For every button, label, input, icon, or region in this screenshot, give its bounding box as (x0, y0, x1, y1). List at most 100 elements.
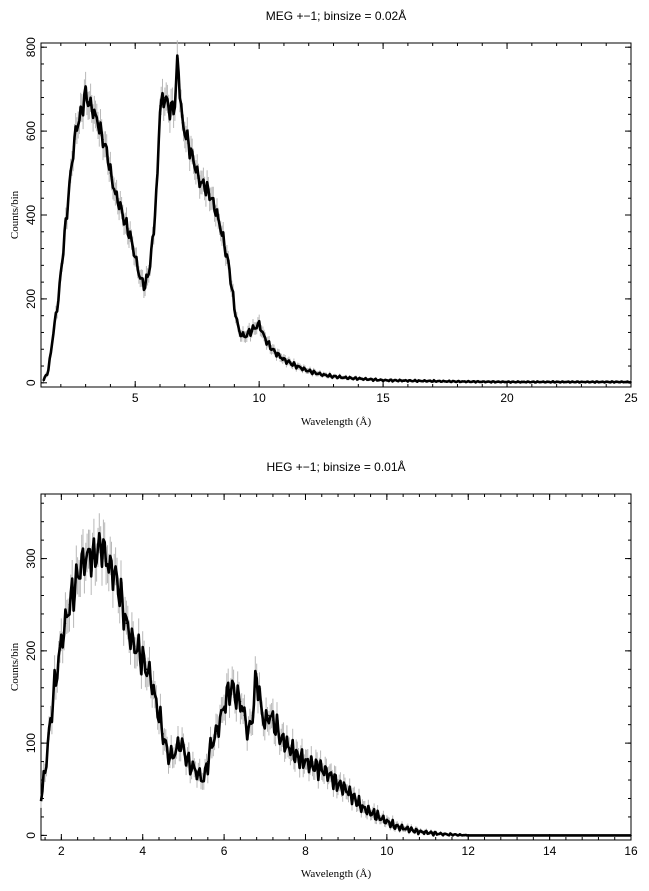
heg-data-point (133, 645, 136, 647)
heg-data-point (227, 691, 229, 694)
heg-data-point (105, 557, 107, 560)
meg-spectrum-line (42, 54, 632, 384)
heg-data-point (52, 696, 54, 698)
meg-data-point (248, 331, 250, 334)
heg-data-point (353, 797, 356, 800)
heg-data-point (219, 719, 221, 721)
meg-plot-frame (40, 42, 632, 388)
meg-data-point (92, 109, 94, 111)
meg-data-point (203, 184, 206, 187)
meg-data-point (60, 272, 62, 275)
heg-data-point (304, 760, 307, 763)
heg-data-point (150, 677, 152, 680)
heg-data-point (337, 783, 339, 786)
meg-data-point (345, 377, 347, 379)
meg-data-point (382, 379, 384, 382)
heg-data-point (198, 774, 201, 777)
heg-data-point (239, 700, 242, 703)
meg-data-point (258, 323, 261, 325)
heg-chart-title: HEG +−1; binsize = 0.01Å (266, 459, 405, 474)
heg-x-tick-label: 4 (139, 844, 146, 858)
meg-data-point (79, 113, 82, 116)
heg-data-point (434, 832, 437, 835)
meg-data-point (213, 205, 216, 208)
heg-x-tick-label: 16 (624, 844, 638, 858)
heg-data-point (76, 576, 79, 578)
heg-data-point (154, 696, 156, 698)
heg-data-point (89, 553, 91, 555)
meg-data-point (176, 59, 179, 61)
meg-data-point (97, 121, 99, 124)
heg-data-point (312, 765, 315, 767)
heg-data-point (203, 779, 205, 781)
meg-data-point (283, 358, 285, 361)
heg-data-point (276, 728, 278, 731)
heg-data-point (394, 825, 396, 827)
meg-data-point (357, 377, 360, 380)
heg-y-axis-label: Counts/bin (9, 642, 21, 691)
heg-data-point (215, 733, 217, 735)
meg-data-point (268, 344, 270, 346)
heg-data-point (178, 742, 181, 744)
meg-data-point (144, 285, 146, 288)
heg-data-point (259, 705, 262, 707)
meg-data-point (129, 235, 131, 237)
meg-data-point (223, 243, 226, 246)
heg-data-point (361, 806, 364, 809)
meg-data-point (253, 327, 255, 330)
meg-x-tick-label: 20 (500, 391, 514, 405)
meg-data-point (87, 100, 89, 103)
meg-data-point (57, 298, 60, 300)
heg-data-point (377, 816, 380, 818)
heg-data-point (447, 833, 449, 836)
heg-data-point (146, 668, 148, 671)
meg-data-point (156, 172, 159, 174)
heg-x-tick-label: 2 (58, 844, 65, 858)
heg-spectrum-line (39, 531, 632, 837)
heg-data-point (101, 543, 103, 546)
heg-data-point (280, 737, 282, 740)
heg-spectrum-panel: HEG +−1; binsize = 0.01Å 2 4 6 8 10 12 14 16 0 100… (9, 459, 638, 880)
heg-data-point (589, 834, 592, 837)
meg-data-point (181, 121, 184, 124)
meg-data-point (52, 331, 55, 334)
heg-data-point (109, 567, 111, 569)
heg-data-point (369, 811, 372, 814)
heg-y-tick-label: 0 (24, 832, 38, 839)
heg-y-tick-label: 100 (24, 733, 38, 753)
meg-data-point (65, 222, 67, 225)
meg-data-point (179, 88, 181, 90)
meg-data-point (169, 109, 171, 111)
meg-data-point (74, 130, 77, 132)
meg-data-point (184, 130, 186, 132)
meg-y-tick-label: 0 (24, 379, 38, 386)
meg-data-point (278, 354, 280, 357)
heg-data-point (68, 603, 71, 606)
meg-data-point (193, 163, 196, 166)
heg-data-point (141, 659, 144, 661)
heg-data-point (345, 788, 348, 791)
heg-x-axis-label: Wavelength (Å) (301, 868, 372, 880)
meg-data-point (134, 256, 136, 258)
heg-data-point (162, 733, 164, 735)
meg-data-point (114, 193, 117, 195)
heg-data-point (166, 751, 168, 754)
meg-data-point (273, 350, 275, 353)
meg-data-point (188, 147, 191, 149)
meg-data-point (456, 380, 459, 383)
meg-x-tick-label: 15 (376, 391, 390, 405)
meg-data-point (124, 222, 127, 225)
heg-x-tick-label: 6 (221, 844, 228, 858)
meg-data-point (369, 378, 372, 381)
meg-x-axis-label: Wavelength (Å) (301, 416, 372, 428)
heg-data-point (174, 751, 177, 754)
meg-y-tick-label: 800 (24, 37, 38, 57)
meg-data-point (119, 205, 122, 208)
meg-data-point (109, 172, 112, 174)
heg-data-point (508, 834, 510, 837)
meg-data-point (47, 369, 50, 372)
heg-data-point (194, 770, 197, 772)
heg-data-point (158, 714, 160, 717)
heg-data-point (426, 831, 429, 834)
